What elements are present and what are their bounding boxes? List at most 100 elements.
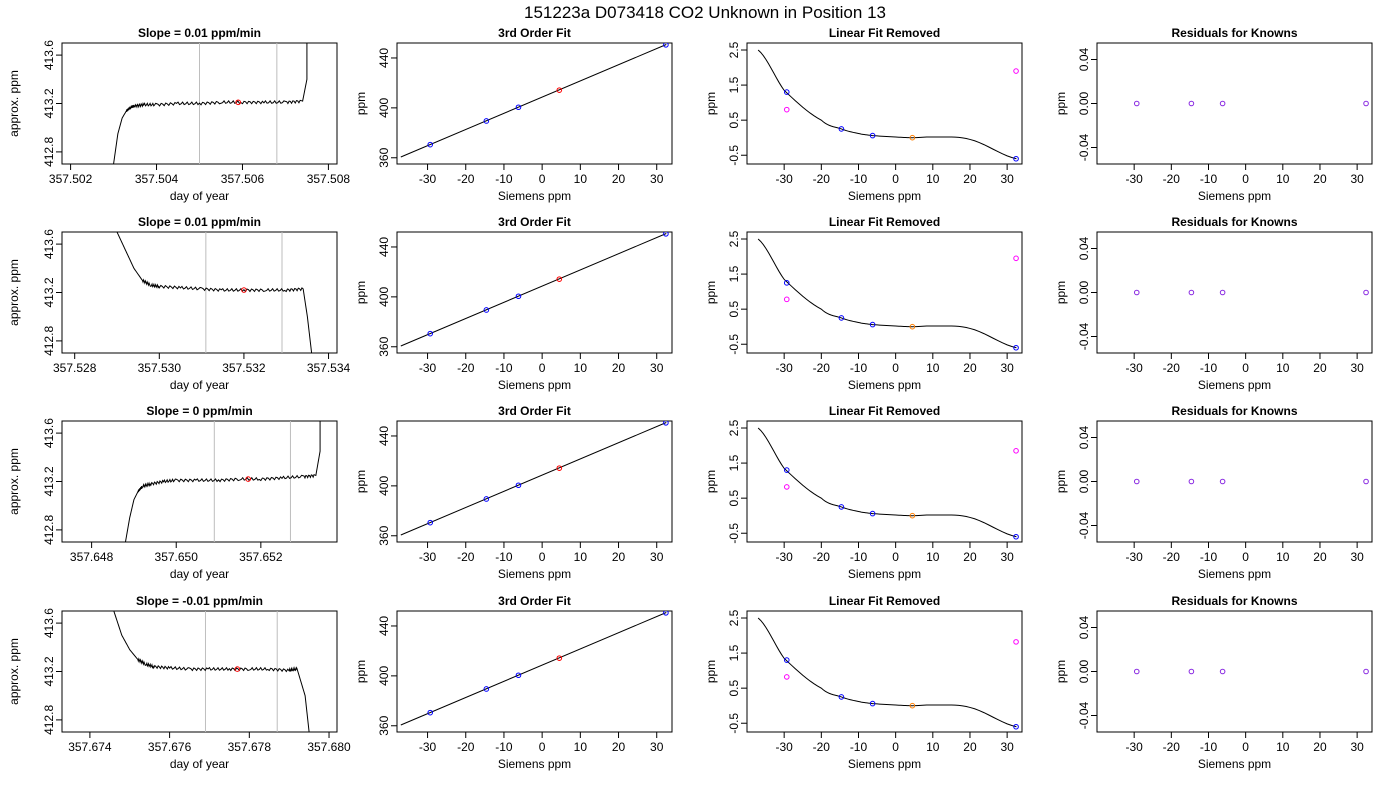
panel-r2c2: Linear Fit Removed -30 -20 -10 0 10 20 30 -0.5 0.… — [704, 404, 1023, 581]
x-tick-label: -20 — [1163, 550, 1181, 564]
fit-curve — [400, 612, 667, 726]
y-axis-label: ppm — [354, 92, 368, 115]
plot-frame — [396, 610, 673, 733]
known-point — [869, 321, 876, 328]
plot-area — [113, 43, 308, 164]
y-tick-label: 0.04 — [1077, 615, 1091, 639]
y-tick-label: 412.8 — [42, 326, 56, 356]
x-axis-label: Siemens ppm — [848, 757, 921, 771]
x-tick-label: 0 — [1242, 172, 1249, 186]
alt-fit-point — [1013, 639, 1019, 645]
panel-r1c3: Residuals for Knowns -30 -20 -10 0 10 20 30 -0.0… — [1054, 215, 1373, 392]
y-tick-label: 360 — [377, 525, 391, 545]
x-tick-label: 20 — [963, 550, 977, 564]
known-point — [427, 709, 434, 716]
panel-title: Residuals for Knowns — [1171, 594, 1297, 608]
x-tick-label: 30 — [650, 172, 664, 186]
x-tick-label: 10 — [574, 550, 588, 564]
plot-frame — [396, 420, 673, 543]
known-point — [483, 307, 490, 313]
figure-title: 151223a D073418 CO2 Unknown in Position … — [524, 3, 886, 22]
y-tick-label: 413.6 — [42, 40, 56, 70]
residual-curve — [757, 617, 1017, 728]
y-tick-label: 2.5 — [727, 41, 741, 58]
x-axis-label: day of year — [170, 378, 229, 392]
x-tick-label: 10 — [926, 361, 940, 375]
residual-curve — [757, 238, 1017, 349]
known-point — [783, 467, 790, 473]
x-tick-label: -20 — [813, 550, 831, 564]
mean-marker-point — [235, 99, 241, 106]
known-point — [1013, 723, 1019, 730]
unknown-point — [556, 655, 563, 661]
known-point — [515, 672, 522, 679]
plot-area — [1133, 100, 1369, 107]
known-point — [663, 421, 669, 426]
x-tick-label: -10 — [495, 550, 513, 564]
mean-marker-point — [245, 476, 251, 482]
y-axis-label: ppm — [1054, 660, 1068, 683]
x-tick-label: -10 — [850, 172, 868, 186]
x-tick-label: 0 — [1242, 740, 1249, 754]
known-point — [515, 482, 522, 489]
known-point — [515, 104, 522, 111]
unknown-point — [556, 465, 563, 471]
mean-marker-point — [234, 666, 241, 672]
x-tick-label: 0 — [1242, 550, 1249, 564]
panel-title: Slope = -0.01 ppm/min — [136, 594, 263, 608]
x-tick-label: 357.648 — [70, 550, 114, 564]
x-tick-label: 20 — [1313, 172, 1327, 186]
y-axis-label: approx. ppm — [7, 638, 21, 705]
panel-r1c0: Slope = 0.01 ppm/min 357.528 357.530 357.53… — [7, 215, 351, 392]
alt-fit-point — [783, 296, 790, 303]
x-tick-label: -10 — [1200, 740, 1218, 754]
alt-fit-point — [783, 106, 790, 113]
y-tick-label: -0.5 — [727, 334, 741, 355]
trace-line — [113, 43, 308, 164]
mean-marker-point — [241, 287, 247, 293]
known-point — [838, 315, 845, 321]
panel-grid: Slope = 0.01 ppm/min 357.502 357.504 357.50… — [7, 26, 1373, 771]
plot-area — [757, 238, 1019, 351]
x-tick-label: 20 — [963, 361, 977, 375]
x-tick-label: 30 — [1000, 550, 1014, 564]
trace-line — [124, 421, 321, 542]
x-tick-label: -30 — [775, 172, 793, 186]
known-point — [783, 657, 790, 663]
x-tick-label: 10 — [926, 172, 940, 186]
y-tick-label: 0.04 — [1077, 236, 1091, 260]
known-point — [869, 510, 876, 517]
panel-title: Slope = 0.01 ppm/min — [138, 215, 261, 229]
known-point — [869, 132, 876, 139]
x-axis-label: Siemens ppm — [498, 757, 571, 771]
x-tick-label: 0 — [539, 740, 546, 754]
x-tick-label: -30 — [1125, 361, 1143, 375]
y-axis-label: approx. ppm — [7, 448, 21, 515]
x-tick-label: -30 — [419, 550, 437, 564]
x-axis-label: Siemens ppm — [498, 189, 571, 203]
y-tick-label: 360 — [377, 336, 391, 356]
plot-area — [1133, 668, 1369, 675]
y-tick-label: 0.00 — [1077, 91, 1091, 115]
x-tick-label: 20 — [612, 361, 626, 375]
x-tick-label: -20 — [813, 740, 831, 754]
y-tick-label: 412.8 — [42, 137, 56, 167]
plot-area — [400, 232, 669, 347]
x-tick-label: 20 — [963, 172, 977, 186]
plot-frame — [61, 610, 338, 733]
y-tick-label: 1.5 — [727, 265, 741, 282]
plot-area — [757, 617, 1019, 730]
y-tick-label: -0.5 — [727, 145, 741, 166]
known-point — [427, 141, 434, 148]
plot-area — [757, 427, 1019, 540]
x-tick-label: 10 — [1276, 740, 1290, 754]
y-axis-label: ppm — [704, 92, 718, 115]
panel-r2c0: Slope = 0 ppm/min 357.648 357.650 357.652 41… — [7, 404, 338, 581]
x-tick-label: 357.680 — [307, 740, 351, 754]
x-tick-label: -10 — [1200, 361, 1218, 375]
x-tick-label: -30 — [775, 550, 793, 564]
panel-r3c1: 3rd Order Fit -30 -20 -10 0 10 20 30 360 400 440 Si… — [354, 594, 673, 771]
residual-curve — [757, 427, 1017, 538]
x-tick-label: 357.528 — [53, 361, 97, 375]
